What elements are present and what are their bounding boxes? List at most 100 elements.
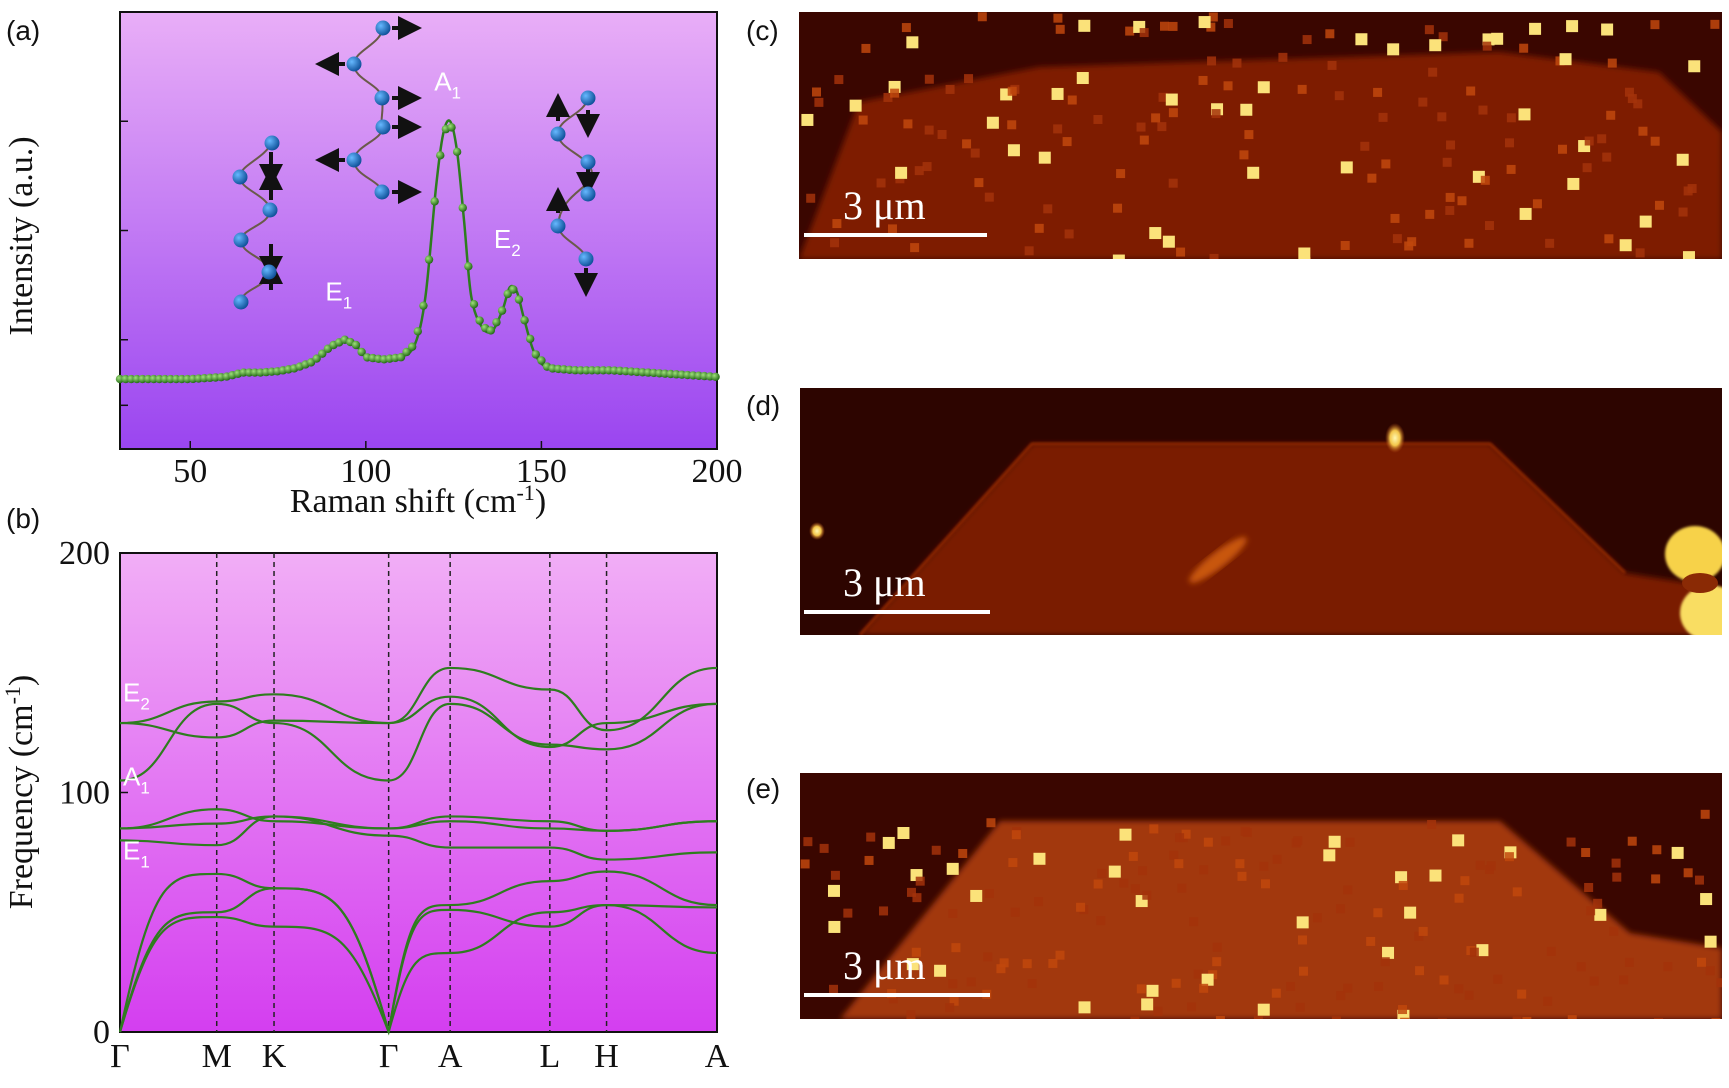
hot-spot [1007,120,1017,130]
hot-spot [906,36,919,49]
hot-spot [934,964,947,977]
hot-spot [1278,52,1288,62]
hot-spot [1427,820,1437,830]
hot-spot [1038,151,1051,164]
hot-spot [1381,159,1391,169]
hot-spot [1392,234,1402,244]
hot-spot [1138,866,1148,876]
hot-spot [1522,1016,1532,1019]
hot-spot [1390,213,1400,223]
hot-spot [964,74,974,84]
data-point [497,306,507,315]
hot-spot [1663,962,1673,972]
x-tick-label: L [539,1038,560,1075]
hot-spot [966,977,976,987]
hot-spot [901,23,911,33]
peak-label: A1 [434,67,461,103]
hot-spot [819,843,829,853]
hot-spot [1418,926,1428,936]
hot-spot [915,876,925,886]
hot-spot [1457,196,1467,206]
phonon-branch [119,666,718,732]
mode-label: E2 [123,677,150,713]
data-point [514,295,524,304]
hot-spot [906,1010,916,1019]
hot-spot [1078,19,1091,32]
hot-spot [1193,969,1203,979]
data-point [520,316,529,325]
hot-spot [958,848,968,858]
hot-spot [1519,43,1529,53]
hot-spot [1397,1009,1410,1019]
hot-spot [1181,829,1191,839]
hot-spot [1582,163,1592,173]
hot-spot [843,908,853,918]
hot-spot [914,166,924,176]
hot-spot [1078,1001,1091,1014]
hot-spot [1076,902,1086,912]
panel-e: (e) 3 μm [746,773,1722,1019]
hot-spot [1034,897,1044,907]
hot-spot [1586,906,1596,916]
hot-spot [1710,19,1720,29]
hot-spot [1141,998,1154,1011]
hot-spot [1247,166,1260,179]
hot-spot [1711,1018,1721,1019]
hot-spot [1482,41,1492,51]
hot-spot [1671,846,1684,859]
hot-spot [1295,1002,1305,1012]
hot-spot [974,178,984,188]
hot-spot [1589,976,1599,986]
hot-spot [1175,833,1185,843]
hot-spot [834,75,844,85]
hot-spot [1260,879,1270,889]
hot-spot [1506,164,1516,174]
hot-spot [1400,1017,1410,1019]
hot-spot [1024,246,1034,256]
hot-spot [1438,32,1448,42]
hot-spot [924,125,934,135]
data-point [357,347,366,357]
data-point [464,262,473,271]
hot-spot [1650,136,1660,146]
map-e-scale-label: 3 μm [843,943,926,988]
hot-spot [1034,223,1044,233]
hot-spot [864,855,874,865]
hot-spot [829,984,839,994]
map-c-scale-label: 3 μm [843,183,926,228]
hot-spot [1418,97,1428,107]
panel-a-peak-labels: E1 A1 E2 [325,67,520,313]
phonon-branch [118,870,718,1033]
hot-spot [1688,60,1701,73]
hot-spot [1624,87,1634,97]
hot-spot [1153,1006,1163,1016]
hot-spot [1215,1015,1225,1019]
data-point [525,334,535,344]
hot-spot [1469,947,1479,957]
hot-spot [1212,942,1222,952]
hot-spot [983,952,993,962]
panel-a: (a) 50 100 150 200 Raman shift (cm-1) Inten… [3,11,743,520]
hot-spot [1011,830,1021,840]
phonon-branch [119,808,718,832]
hot-spot [832,219,842,229]
hot-spot [1027,979,1037,989]
hot-spot [1404,241,1414,251]
hot-spot [1619,239,1632,252]
hot-spot [1378,112,1388,122]
hot-spot [1404,906,1417,919]
hot-spot [1491,32,1504,45]
panel-b-plot-area [119,552,718,1033]
hot-spot [1189,917,1199,927]
data-point [537,356,546,365]
hot-spot [1327,60,1337,70]
hot-spot [1676,153,1689,166]
map-c-hot-spots [801,12,1720,259]
hot-spot [1211,109,1221,119]
x-tick-label: K [262,1038,287,1075]
hot-spot [1683,868,1693,878]
hot-spot [1601,23,1614,36]
hot-spot [1340,240,1350,250]
data-point [396,353,406,362]
